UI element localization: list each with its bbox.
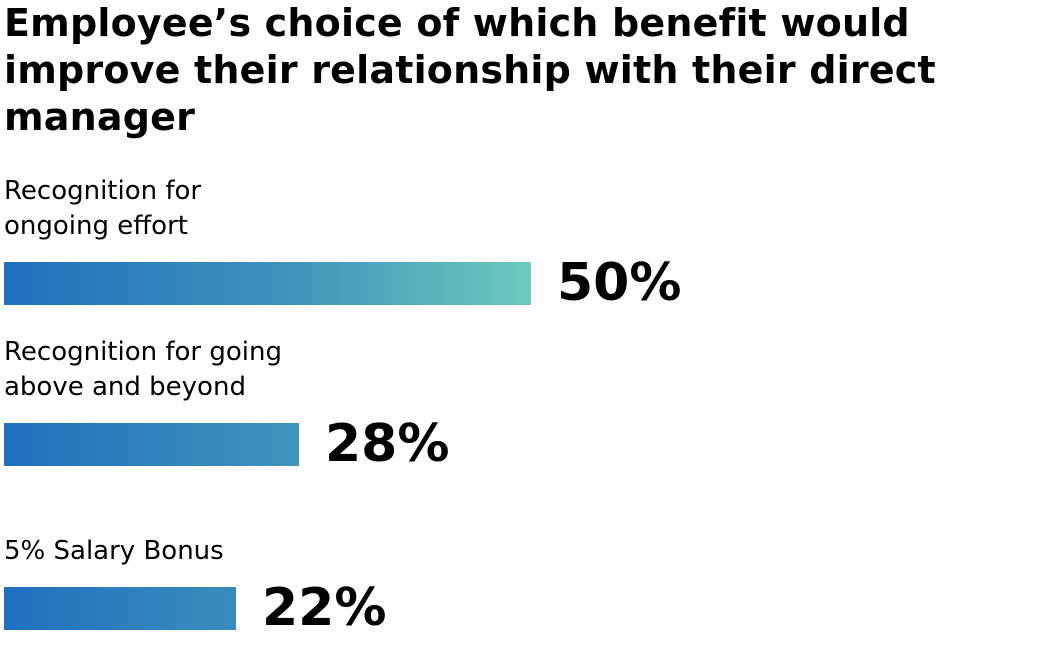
category-label: Recognition for going above and beyond <box>4 335 282 405</box>
chart-title: Employee’s choice of which benefit would… <box>4 1 936 139</box>
category-label-line: above and beyond <box>4 372 246 402</box>
category-label-line: Recognition for going <box>4 337 283 367</box>
bar <box>4 423 299 466</box>
category-label-line: ongoing effort <box>4 211 188 241</box>
category-label: Recognition for ongoing effort <box>4 174 201 244</box>
bar <box>4 587 236 630</box>
category-label: 5% Salary Bonus <box>4 534 224 569</box>
category-label-line: Recognition for <box>4 176 202 206</box>
value-label: 28% <box>325 414 450 474</box>
value-label: 22% <box>262 578 387 638</box>
value-label: 50% <box>557 253 682 313</box>
category-label-line: 5% Salary Bonus <box>4 536 224 566</box>
bar <box>4 262 531 305</box>
